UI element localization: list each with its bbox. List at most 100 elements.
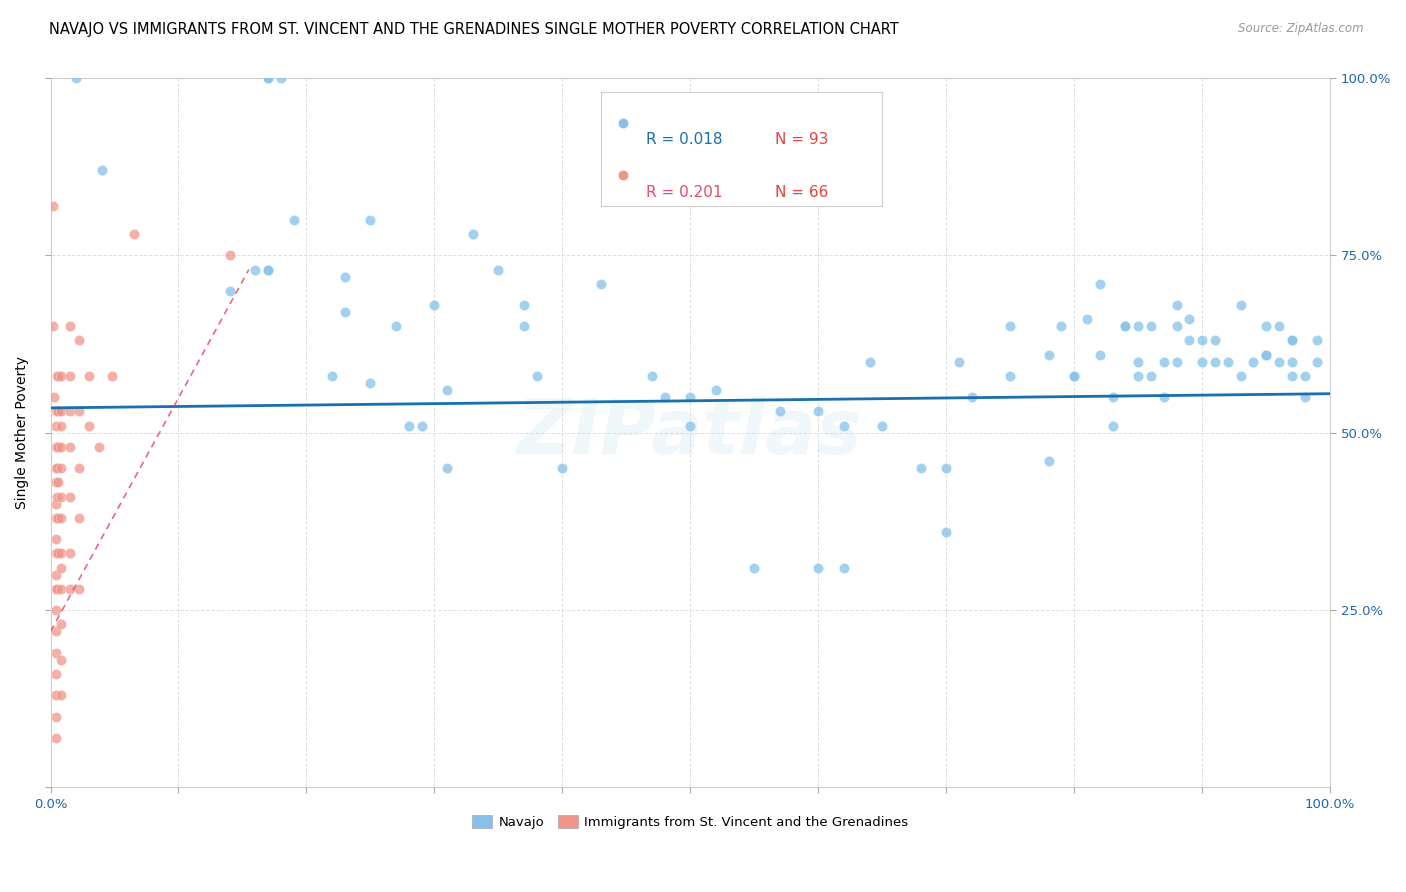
Point [385,319,408,334]
Point [1268,319,1291,334]
Point [45,511,67,525]
Point [45,567,67,582]
Point [49,461,72,475]
Point [1191,355,1213,369]
Point [45,404,67,418]
Point [59,404,82,418]
Point [45,646,67,660]
Point [218,284,240,298]
Point [513,319,536,334]
Point [46,546,69,560]
Point [45,546,67,560]
Point [872,418,894,433]
Point [910,461,932,475]
Point [77,418,100,433]
Point [45,497,67,511]
Point [283,213,305,227]
Point [245,262,267,277]
Point [935,461,957,475]
Point [641,368,664,383]
Point [45,490,67,504]
Point [1000,368,1022,383]
Point [77,368,100,383]
Point [1101,418,1123,433]
Point [49,653,72,667]
Point [1256,319,1278,334]
Point [1128,319,1150,334]
Point [218,248,240,262]
Point [65,70,87,85]
Point [59,582,82,596]
Point [461,227,484,241]
Point [45,731,67,745]
Point [46,368,69,383]
Point [45,603,67,617]
Point [49,560,72,574]
Point [1281,368,1303,383]
Point [49,617,72,632]
Point [59,319,82,334]
Point [1294,390,1316,404]
Point [1153,355,1175,369]
Point [49,511,72,525]
Point [1076,312,1098,326]
Point [321,368,343,383]
Point [526,368,548,383]
Point [1268,355,1291,369]
Point [45,532,67,546]
Point [67,511,90,525]
Point [1088,348,1111,362]
Point [45,667,67,681]
Point [1241,355,1264,369]
Point [45,368,67,383]
Point [333,305,356,319]
Text: NAVAJO VS IMMIGRANTS FROM ST. VINCENT AND THE GRENADINES SINGLE MOTHER POVERTY C: NAVAJO VS IMMIGRANTS FROM ST. VINCENT AN… [49,22,898,37]
Text: ZIPatlas: ZIPatlas [517,396,863,470]
Point [1306,334,1329,348]
Point [46,440,69,454]
Point [45,582,67,596]
Point [679,418,702,433]
Point [423,298,446,312]
Point [67,582,90,596]
Point [1281,334,1303,348]
Point [1229,298,1251,312]
Point [42,199,65,213]
Point [45,582,67,596]
Point [257,70,280,85]
Point [49,440,72,454]
Point [359,213,381,227]
Point [1140,319,1163,334]
Legend: Navajo, Immigrants from St. Vincent and the Grenadines: Navajo, Immigrants from St. Vincent and … [467,810,914,834]
Point [45,546,67,560]
Point [1088,277,1111,291]
Point [89,440,111,454]
Point [1256,348,1278,362]
Point [45,709,67,723]
Point [935,524,957,539]
Point [257,262,280,277]
Point [807,560,830,574]
Point [1140,368,1163,383]
Point [1063,368,1085,383]
Point [1153,390,1175,404]
Point [1063,368,1085,383]
Point [1191,334,1213,348]
Point [49,490,72,504]
Point [486,262,509,277]
Point [1281,355,1303,369]
Point [257,70,280,85]
Point [46,404,69,418]
Point [101,368,124,383]
Point [654,390,676,404]
Point [59,490,82,504]
Point [744,560,766,574]
Point [858,355,880,369]
Point [769,404,792,418]
Point [807,404,830,418]
Point [49,546,72,560]
Point [46,511,69,525]
Point [1166,298,1188,312]
Point [90,163,112,178]
Point [270,70,292,85]
